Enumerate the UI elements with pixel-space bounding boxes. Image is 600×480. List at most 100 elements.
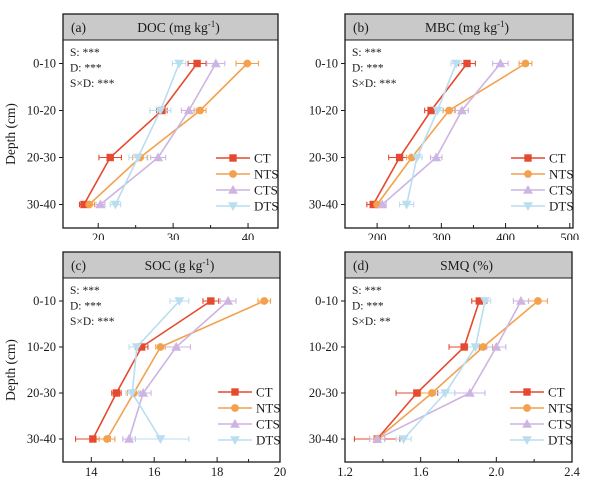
y-tick-label: 30-40 — [309, 432, 338, 446]
panel-b-mbc-chart: (b) MBC (mg kg-1) S: *** D: *** S×D: *** 200 3… — [309, 13, 579, 240]
x-tick-label: 400 — [496, 231, 515, 240]
marker-CTS — [210, 58, 221, 68]
marker-CT — [413, 389, 421, 397]
panel-a-doc-chart: (a) DOC (mg kg-1) S: *** D: *** S×D: *** 20 30… — [3, 13, 279, 240]
legend-label-DTS: DTS — [548, 433, 573, 448]
panel-header-bar — [345, 14, 573, 40]
anova-annotation: D: *** — [352, 63, 384, 75]
marker-CTS — [183, 105, 194, 115]
anova-annotation: S×D: ** — [352, 316, 391, 328]
legend-marker-CT — [231, 388, 239, 396]
series-line-CT — [376, 300, 481, 440]
marker-CTS — [431, 152, 442, 162]
y-axis-title: Depth (cm) — [3, 339, 18, 401]
series-line-NTS — [376, 62, 526, 205]
anova-annotation: S×D: *** — [352, 78, 397, 90]
legend-marker-CT — [229, 154, 237, 162]
series-line-CTS — [381, 62, 502, 206]
panel-label: (c) — [71, 258, 86, 273]
marker-NTS — [85, 200, 94, 209]
legend-label-CT: CT — [254, 151, 271, 166]
marker-CT — [207, 297, 215, 305]
marker-CT — [89, 435, 97, 443]
marker-NTS — [196, 106, 204, 115]
anova-annotation: D: *** — [70, 63, 102, 75]
panel-label: (d) — [353, 258, 369, 273]
marker-CT — [193, 59, 201, 68]
marker-CTS — [171, 341, 182, 351]
x-tick-label: 16 — [148, 465, 161, 479]
legend-label-CTS: CTS — [254, 183, 278, 198]
x-tick-label: 40 — [242, 231, 255, 240]
marker-DTS — [451, 59, 462, 69]
y-tick-label: 30-40 — [27, 198, 56, 212]
plot-frame — [344, 251, 573, 463]
y-tick-label: 20-30 — [27, 151, 56, 165]
marker-CTS — [124, 433, 134, 443]
legend-label-DTS: DTS — [256, 433, 281, 448]
marker-DTS — [470, 343, 481, 353]
legend-marker-DTS — [522, 436, 532, 446]
marker-DTS — [132, 153, 143, 163]
marker-CTS — [223, 295, 234, 305]
marker-NTS — [260, 297, 269, 305]
legend-label-CTS: CTS — [256, 417, 280, 432]
y-tick-label: 30-40 — [309, 198, 338, 212]
x-tick-label: 2.4 — [564, 465, 580, 479]
series-line-NTS — [106, 300, 265, 440]
marker-CT — [106, 153, 114, 162]
x-tick-label: 14 — [85, 465, 98, 479]
series-line-CTS — [128, 300, 229, 440]
marker-DTS — [432, 106, 443, 116]
series-line-CT — [372, 63, 468, 205]
x-tick-label: 1.2 — [337, 465, 353, 479]
marker-CT — [460, 343, 468, 351]
series-line-NTS — [88, 62, 248, 206]
series-line-DTS — [403, 300, 486, 440]
marker-NTS — [103, 435, 111, 443]
marker-CTS — [456, 105, 467, 115]
y-tick-label: 30-40 — [27, 432, 56, 446]
series-line-CTS — [99, 63, 217, 206]
legend-label-CT: CT — [549, 151, 566, 166]
x-tick-label: 20 — [92, 231, 105, 240]
marker-CTS — [95, 199, 106, 209]
marker-NTS — [445, 106, 453, 115]
marker-DTS — [174, 297, 185, 307]
marker-NTS — [534, 297, 542, 305]
x-tick-label: 18 — [211, 465, 224, 479]
marker-DTS — [155, 435, 166, 445]
marker-DTS — [401, 200, 412, 210]
anova-annotation: S: *** — [70, 47, 100, 59]
legend-marker-NTS — [231, 404, 239, 412]
series-line-CT — [92, 300, 212, 440]
legend-marker-NTS — [524, 170, 532, 178]
marker-NTS — [428, 389, 436, 397]
marker-DTS — [440, 389, 451, 399]
legend-marker-CTS — [523, 184, 533, 194]
marker-DTS — [131, 343, 142, 353]
legend-marker-DTS — [228, 202, 238, 212]
legend-label-CTS: CTS — [548, 417, 572, 432]
anova-annotation: S: *** — [352, 285, 382, 297]
marker-NTS — [521, 59, 530, 68]
panel-label: (a) — [71, 20, 86, 35]
marker-CTS — [138, 387, 149, 397]
legend-marker-CT — [524, 154, 532, 162]
panel-title: DOC (mg kg-1) — [137, 19, 220, 35]
series-line-CT — [83, 63, 198, 205]
marker-DTS — [155, 106, 166, 116]
x-tick-label: 500 — [560, 231, 579, 240]
series-line-DTS — [114, 63, 180, 205]
legend-label-NTS: NTS — [254, 167, 279, 182]
marker-CTS — [491, 341, 502, 351]
series-line-DTS — [131, 300, 180, 440]
y-tick-label: 20-30 — [309, 386, 338, 400]
panel-title: SOC (g kg-1) — [145, 257, 215, 273]
legend-marker-DTS — [523, 202, 533, 212]
marker-DTS — [480, 297, 490, 307]
marker-CTS — [377, 199, 388, 209]
marker-CTS — [516, 295, 526, 305]
y-tick-label: 10-20 — [27, 104, 56, 118]
y-tick-label: 20-30 — [27, 386, 56, 400]
